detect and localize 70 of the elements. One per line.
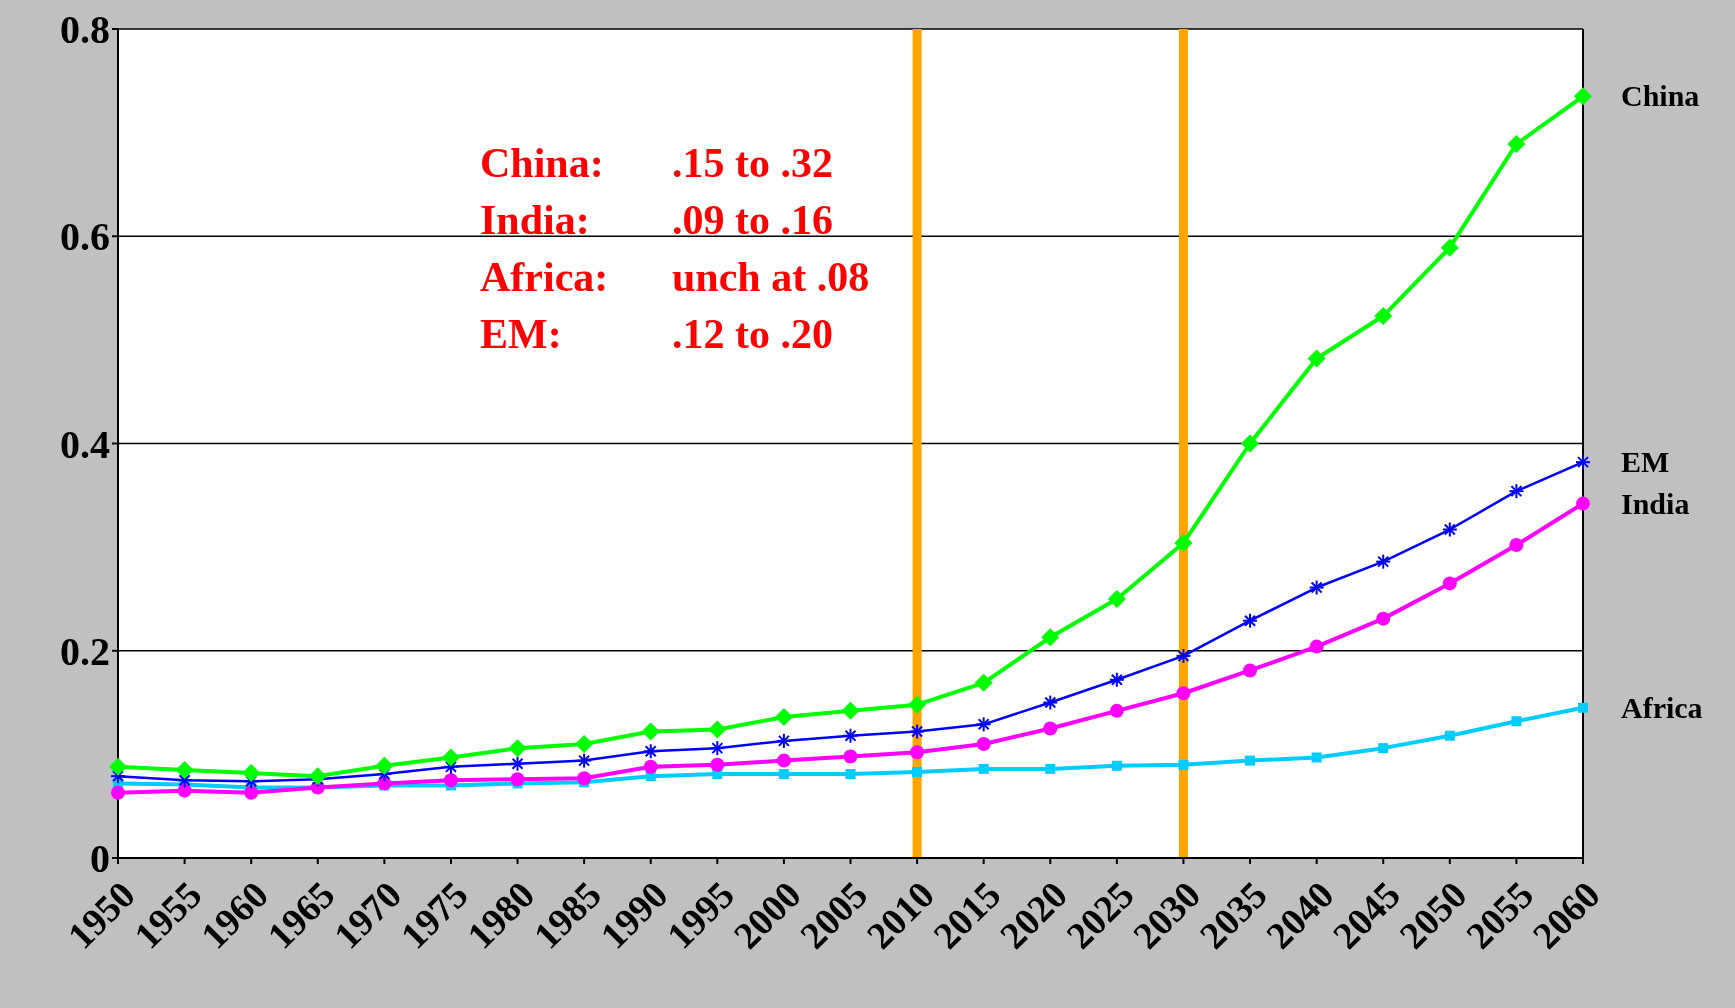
series-label: China (1621, 79, 1700, 113)
point (1442, 576, 1457, 591)
point (1176, 686, 1191, 701)
point (175, 760, 194, 779)
point (1374, 307, 1393, 326)
point (1178, 759, 1189, 770)
point (976, 737, 991, 752)
point (577, 771, 592, 786)
point (1311, 752, 1322, 763)
point (774, 708, 793, 727)
point (910, 745, 925, 760)
point (1511, 716, 1522, 727)
point (776, 753, 791, 768)
point (510, 772, 525, 787)
point (1444, 730, 1455, 741)
point (1243, 663, 1258, 678)
point (441, 748, 460, 767)
series-label: India (1621, 486, 1690, 520)
point (1174, 533, 1193, 552)
point (978, 763, 989, 774)
point (1241, 434, 1260, 453)
text: China: .15 to .32 (480, 140, 833, 186)
point (1109, 703, 1124, 718)
point (710, 757, 725, 772)
text: Africa: unch at .08 (480, 254, 870, 300)
point (1440, 238, 1459, 257)
point (1509, 538, 1524, 553)
point (643, 759, 658, 774)
point (1111, 760, 1122, 771)
point (1378, 743, 1389, 754)
text: India: .09 to .16 (480, 197, 833, 243)
y-tick-label: 0.2 (60, 628, 110, 674)
point (1043, 721, 1058, 736)
point (841, 701, 860, 720)
point (111, 785, 125, 800)
point (1245, 755, 1256, 766)
point (845, 769, 856, 780)
point (1045, 763, 1056, 774)
point (244, 785, 259, 800)
point (1309, 639, 1324, 654)
series-label: EM (1621, 445, 1670, 479)
point (641, 722, 660, 741)
point (109, 757, 127, 776)
point (778, 769, 789, 780)
point (1107, 589, 1126, 608)
point (1041, 628, 1060, 647)
point (1376, 611, 1391, 626)
point (443, 773, 458, 788)
text: EM: .12 to .20 (480, 311, 833, 357)
point (908, 695, 927, 714)
point (1307, 349, 1326, 368)
y-tick-label: 0.6 (60, 214, 110, 260)
point (1576, 496, 1590, 511)
point (708, 720, 727, 739)
y-tick-label: 0 (90, 836, 110, 882)
point (575, 735, 594, 754)
point (508, 739, 527, 758)
point (1507, 135, 1526, 154)
point (1574, 87, 1592, 106)
point (912, 766, 923, 777)
point (242, 764, 261, 783)
point (974, 673, 993, 692)
point (375, 756, 394, 775)
y-tick-label: 0.8 (60, 7, 110, 53)
point (177, 783, 192, 798)
point (308, 767, 327, 786)
y-tick-label: 0.4 (60, 421, 110, 467)
point (843, 749, 858, 764)
series-label: Africa (1621, 690, 1703, 724)
point (1578, 702, 1588, 713)
